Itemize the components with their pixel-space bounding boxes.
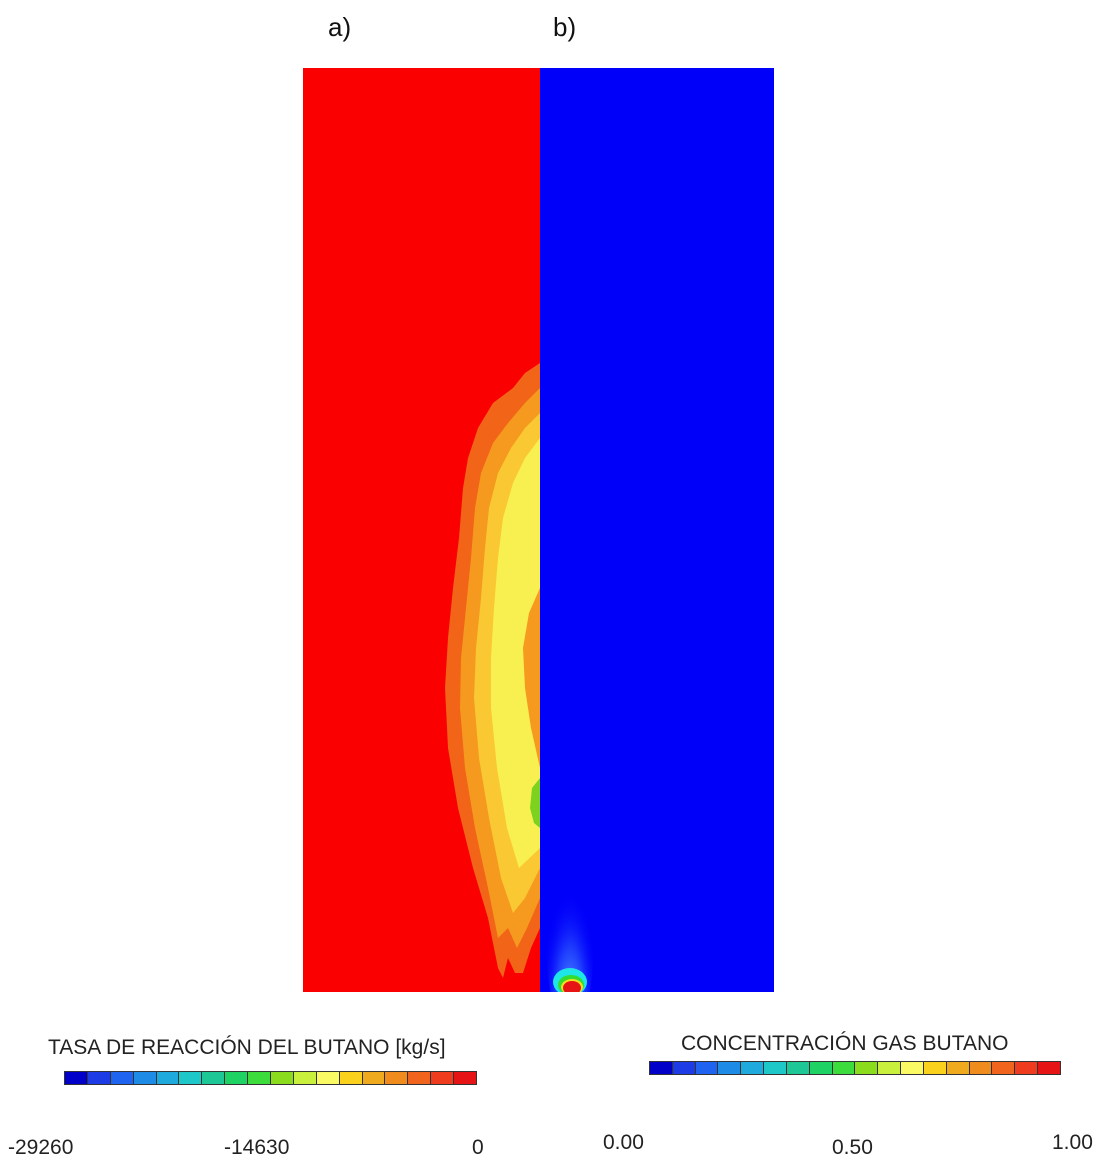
colorbar-segment [156, 1072, 180, 1084]
colorbar-segment [969, 1062, 993, 1074]
colorbar-segment [362, 1072, 386, 1084]
legend-b-tick-mid: 0.50 [832, 1136, 873, 1159]
contour-green [530, 778, 540, 828]
colorbar-segment [385, 1072, 409, 1084]
legend-a-tick-min: -29260 [8, 1136, 74, 1159]
reaction-rate-contour-panel [303, 68, 540, 992]
colorbar-segment [764, 1062, 787, 1074]
gas-concentration-contour-panel [540, 68, 774, 992]
jet-red-core [563, 981, 581, 992]
colorbar-segment [110, 1072, 134, 1084]
colorbar-segment [741, 1062, 765, 1074]
colorbar-segment [133, 1072, 157, 1084]
colorbar-segment [293, 1072, 317, 1084]
colorbar-segment [1038, 1062, 1060, 1074]
colorbar-segment [179, 1072, 203, 1084]
colorbar-segment [901, 1062, 924, 1074]
contour-inner-orange [523, 588, 540, 768]
colorbar-segment [339, 1072, 363, 1084]
panel-a-label: a) [328, 12, 352, 42]
gas-concentration-jet [546, 843, 594, 992]
colorbar-segment [431, 1072, 455, 1084]
legend-a-tick-mid: -14630 [224, 1136, 290, 1159]
colorbar-segment [408, 1072, 432, 1084]
colorbar-segment [454, 1072, 477, 1084]
jet-plume [546, 843, 594, 992]
legend-b-tick-min: 0.00 [603, 1131, 644, 1154]
colorbar-segment [225, 1072, 249, 1084]
colorbar-segment [809, 1062, 833, 1074]
colorbar-segment [87, 1072, 111, 1084]
colorbar-segment [832, 1062, 856, 1074]
panel-b-label: b) [553, 12, 577, 42]
colorbar-segment [650, 1062, 673, 1074]
contour-yellow [491, 438, 540, 868]
colorbar-segment [786, 1062, 810, 1074]
colorbar-segment [271, 1072, 294, 1084]
legend-a-title: TASA DE REACCIÓN DEL BUTANO [kg/s] [48, 1036, 446, 1059]
legend-b-title: CONCENTRACIÓN GAS BUTANO [681, 1032, 1009, 1055]
legend-b-tick-max: 1.00 [1052, 1131, 1093, 1154]
colorbar-segment [1015, 1062, 1039, 1074]
colorbar-a [64, 1071, 477, 1085]
colorbar-segment [878, 1062, 902, 1074]
colorbar-segment [946, 1062, 970, 1074]
colorbar-segment [855, 1062, 879, 1074]
reaction-rate-flame-contours [445, 363, 540, 978]
colorbar-segment [65, 1072, 88, 1084]
colorbar-segment [672, 1062, 696, 1074]
colorbar-segment [718, 1062, 742, 1074]
colorbar-segment [202, 1072, 226, 1084]
legend-a-tick-max: 0 [472, 1136, 484, 1159]
colorbar-segment [923, 1062, 947, 1074]
colorbar-segment [316, 1072, 340, 1084]
colorbar-b [649, 1061, 1061, 1075]
colorbar-segment [992, 1062, 1016, 1074]
colorbar-segment [695, 1062, 719, 1074]
colorbar-segment [248, 1072, 272, 1084]
